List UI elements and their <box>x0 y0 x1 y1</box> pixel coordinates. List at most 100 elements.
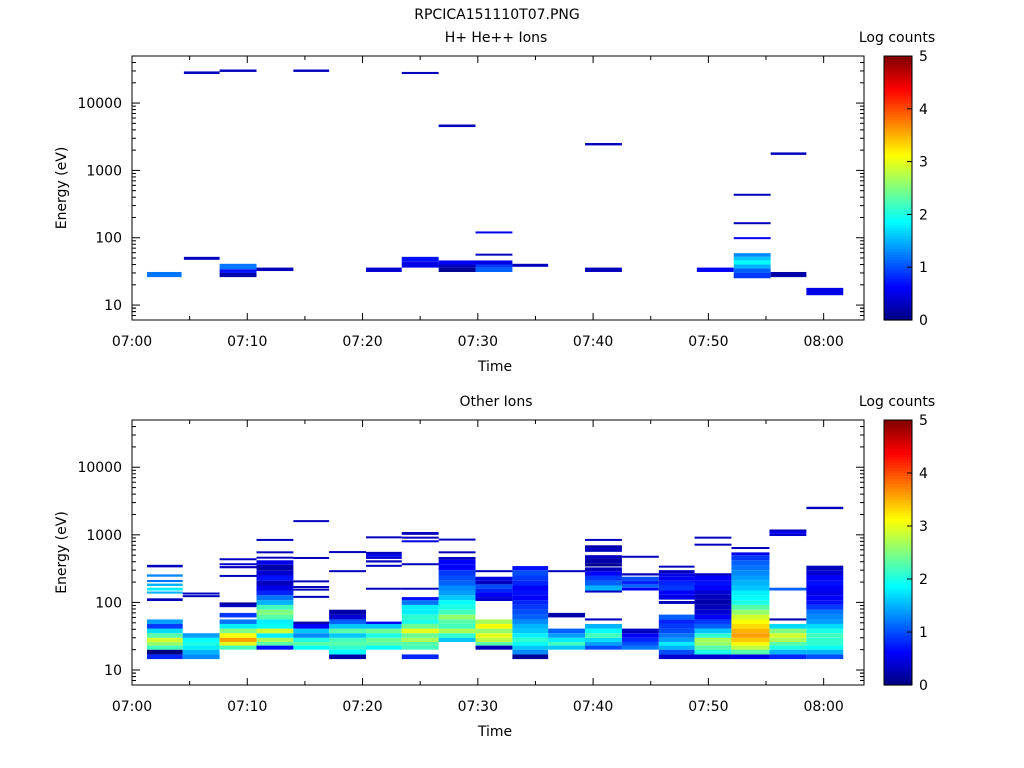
spectrogram-cell <box>512 628 549 634</box>
colorbar-label: Log counts <box>859 394 935 410</box>
colorbar-swatch <box>884 661 912 665</box>
spectrogram-cell <box>475 570 513 573</box>
colorbar-swatch <box>884 589 912 593</box>
spectrogram-cell <box>806 609 844 615</box>
colorbar-swatch <box>884 182 912 186</box>
colorbar-swatch <box>884 61 912 65</box>
spectrogram-cell <box>806 641 844 646</box>
colorbar-swatch <box>884 111 912 115</box>
x-tick-label: 07:30 <box>458 699 498 715</box>
spectrogram-cell <box>366 536 402 539</box>
colorbar-swatch <box>884 180 912 184</box>
colorbar: 0 1 2 3 4 5 Log counts <box>859 394 935 694</box>
spectrogram-cell <box>401 71 439 75</box>
spectrogram-cell <box>256 575 294 581</box>
colorbar-swatch <box>884 100 912 105</box>
spectrogram-cell <box>401 619 439 624</box>
spectrogram-cell <box>329 641 367 646</box>
spectrogram-cell <box>366 623 402 629</box>
spectrogram-cell <box>731 575 770 581</box>
colorbar-swatch <box>884 510 912 514</box>
spectrogram-cell <box>475 576 513 581</box>
spectrogram-cell <box>256 267 294 272</box>
spectrogram-cell <box>769 628 807 634</box>
spectrogram-cell <box>438 570 476 576</box>
colorbar-swatch <box>884 491 912 495</box>
spectrogram-cell <box>293 69 330 72</box>
spectrogram-cell <box>733 272 771 279</box>
spectrogram-cell <box>256 551 294 554</box>
spectrogram-cell <box>182 645 220 650</box>
spectrogram-cell <box>256 637 294 642</box>
cells <box>146 506 844 660</box>
figure-title: RPCICA151110T07.PNG <box>414 7 579 23</box>
colorbar-swatch <box>884 280 912 284</box>
spectrogram-cell <box>806 619 844 624</box>
spectrogram-cell <box>329 551 367 554</box>
colorbar-swatch <box>884 209 912 213</box>
spectrogram-cell <box>182 649 220 655</box>
spectrogram-cell <box>329 654 367 660</box>
spectrogram-cell <box>401 540 439 543</box>
colorbar-swatch <box>884 549 912 554</box>
colorbar-swatch <box>884 230 912 234</box>
colorbar-tick-label: 2 <box>919 572 928 588</box>
x-tick-label: 07:20 <box>342 334 382 350</box>
spectrogram-cell <box>438 585 476 591</box>
spectrogram-cell <box>585 567 622 572</box>
spectrogram-cell <box>329 637 367 642</box>
spectrogram-cell <box>366 628 402 634</box>
colorbar-swatch <box>884 69 912 73</box>
spectrogram-cell <box>146 564 183 568</box>
colorbar-swatch <box>884 438 912 442</box>
spectrogram-cell <box>401 628 439 634</box>
spectrogram-cell <box>366 645 402 650</box>
spectrogram-cell <box>219 645 257 650</box>
spectrogram-cell <box>512 649 549 655</box>
spectrogram-cell <box>806 600 844 605</box>
colorbar-swatch <box>884 95 912 99</box>
colorbar-swatch <box>884 224 912 229</box>
colorbar-swatch <box>884 174 912 179</box>
spectrogram-cell <box>293 588 330 591</box>
colorbar-tick-label: 1 <box>919 260 928 276</box>
spectrogram-cell <box>438 575 476 581</box>
spectrogram-cell <box>182 595 220 598</box>
colorbar-tick-label: 3 <box>919 519 928 535</box>
spectrogram-cell <box>621 645 659 650</box>
spectrogram-cell <box>694 623 732 629</box>
spectrogram-cell <box>293 637 330 642</box>
spectrogram-cell <box>329 623 367 629</box>
spectrogram-cell <box>401 614 439 620</box>
spectrogram-cell <box>806 575 844 581</box>
colorbar-swatch <box>884 473 912 477</box>
colorbar-swatch <box>884 480 912 485</box>
colorbar-swatch <box>884 552 912 556</box>
spectrogram-cell <box>733 264 771 269</box>
colorbar-swatch <box>884 515 912 519</box>
colorbar-swatch <box>884 306 912 311</box>
colorbar-swatch <box>884 526 912 530</box>
spectrogram-cell <box>366 621 402 624</box>
colorbar-swatch <box>884 246 912 250</box>
spectrogram-cell <box>694 609 732 615</box>
colorbar-swatch <box>884 449 912 453</box>
colorbar-swatch <box>884 624 912 628</box>
spectrogram-cell <box>219 612 257 618</box>
spectrogram-cell <box>621 573 659 576</box>
spectrogram-cell <box>475 260 513 265</box>
plot-frame <box>131 55 865 321</box>
spectrogram-cell <box>366 641 402 646</box>
colorbar-swatch <box>884 190 912 194</box>
spectrogram-cell <box>658 576 695 581</box>
spectrogram-cell <box>146 587 183 591</box>
cells <box>146 69 844 296</box>
spectrogram-cell <box>438 619 476 624</box>
spectrogram-cell <box>658 649 695 655</box>
spectrogram-cell <box>731 649 770 655</box>
spectrogram-cell <box>585 645 622 650</box>
colorbar-swatch <box>884 77 912 81</box>
spectrogram-cell <box>366 554 402 557</box>
spectrogram-cell <box>256 556 294 559</box>
